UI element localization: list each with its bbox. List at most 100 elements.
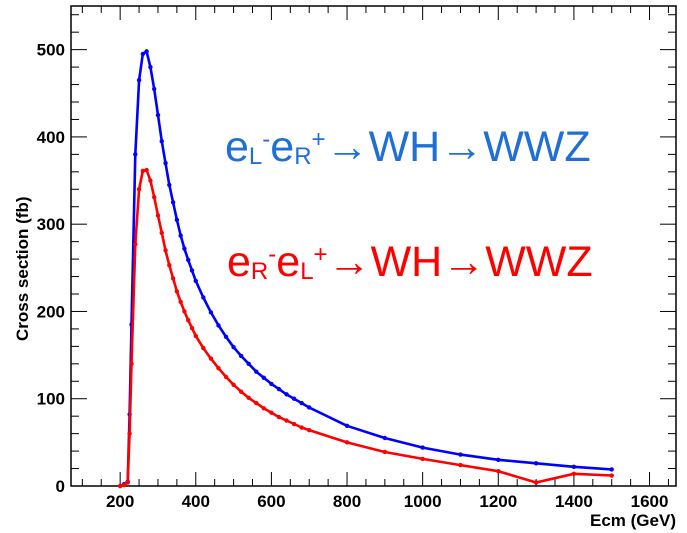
series-layer [117,49,614,489]
series-1-point [182,309,187,314]
series-0-point [609,467,614,472]
y-axis-title: Cross section (fb) [13,196,32,341]
x-tick-label: 1600 [631,492,669,511]
y-tick-label: 0 [56,477,65,496]
series-0-point [254,369,259,374]
annotation-part: R [251,258,268,285]
series-1-point [231,382,236,387]
series-1-point [496,468,501,474]
series-1-point [163,248,168,253]
series-0-point [276,386,282,392]
series-0-point [186,257,191,263]
series-1-point [533,480,539,485]
series-1-point [133,242,138,247]
series-1-point [125,480,130,485]
x-tick-label: 400 [182,492,210,511]
series-1-point [159,230,164,236]
annotation-part: L [300,258,313,285]
series-1-point [144,167,149,173]
annotation-part: R [294,143,311,170]
annotation-part: + [312,126,326,153]
x-tick-label: 1200 [479,492,517,511]
x-axis-title: Ecm (GeV) [590,511,676,530]
series-0-point [201,295,206,300]
annotation-right-left-process: eR-eL+→WH→WWZ [227,238,593,286]
plot-frame [70,5,677,487]
series-0-point [496,457,501,463]
x-tick-label: 1000 [404,492,442,511]
y-tick-label: 300 [37,215,65,234]
series-1-point [148,178,153,183]
series-0-point [163,160,168,166]
series-1-point [307,427,312,433]
series-0-point [269,381,274,387]
annotation-part: →WH→WWZ [326,123,591,171]
series-1-point [609,473,614,478]
series-1-point [291,421,297,427]
x-tick-label: 800 [333,492,361,511]
series-0-point [299,400,304,406]
series-1-point [276,414,282,420]
annotation-part: - [262,126,270,153]
series-0-point [344,423,350,428]
series-0-point [174,217,180,223]
series-1-point [246,395,251,401]
series-1-point [121,482,127,488]
y-tick-label: 500 [37,41,65,60]
series-0-point [133,152,138,157]
series-1-point [151,194,157,200]
y-axis-ticks: 0 100 200 300 400 500 [37,14,676,496]
y-tick-label: 200 [37,302,65,321]
series-0-point [167,182,172,188]
series-0-point [223,334,229,339]
x-axis-ticks: 200 400 600 800 1000 1200 1400 1600 [81,6,669,511]
annotation-part: + [314,241,328,268]
series-0-point [170,200,176,205]
series-0-point [382,435,388,441]
series-1-point [254,400,259,406]
series-1-point [117,483,123,489]
series-0-point [246,361,251,367]
series-0-point [178,233,183,238]
series-1-point [571,471,577,476]
series-0-point [208,310,214,315]
series-1-point [216,365,221,371]
series-1-point [136,187,142,192]
annotation-part: e [270,123,294,171]
series-0-point [238,353,244,359]
series-0-point [151,86,157,92]
series-1-point [174,289,180,294]
series-1-point [127,431,132,436]
x-tick-label: 200 [106,492,134,511]
annotation-left-right-process: eL-eR+→WH→WWZ [225,123,591,171]
series-1-point [382,449,388,455]
series-1-point [420,456,425,462]
series-1-point [129,361,134,367]
series-0-point [307,405,312,410]
series-1-point [208,356,214,361]
series-0-point [420,445,425,450]
series-1-point [269,410,274,415]
y-tick-label: 100 [37,390,65,409]
series-1-point [223,374,229,380]
y-tick-label: 400 [37,128,65,147]
series-0-point [458,452,463,457]
annotation-part: e [276,238,300,286]
series-1-point [178,299,183,305]
series-1-point [170,276,176,281]
series-1-point [186,317,191,323]
series-0-point [144,49,149,54]
series-0-point [231,345,236,350]
annotation-part: L [249,143,262,170]
series-1-point [261,406,267,411]
series-1-point [284,418,289,423]
series-0-point [140,51,146,57]
series-1-point [344,440,350,445]
series-0-point [216,323,221,328]
series-0-point [533,461,539,466]
series-1-point [299,425,304,430]
series-1-point [193,333,198,339]
series-0-point [159,139,164,144]
annotation-part: - [268,241,276,268]
